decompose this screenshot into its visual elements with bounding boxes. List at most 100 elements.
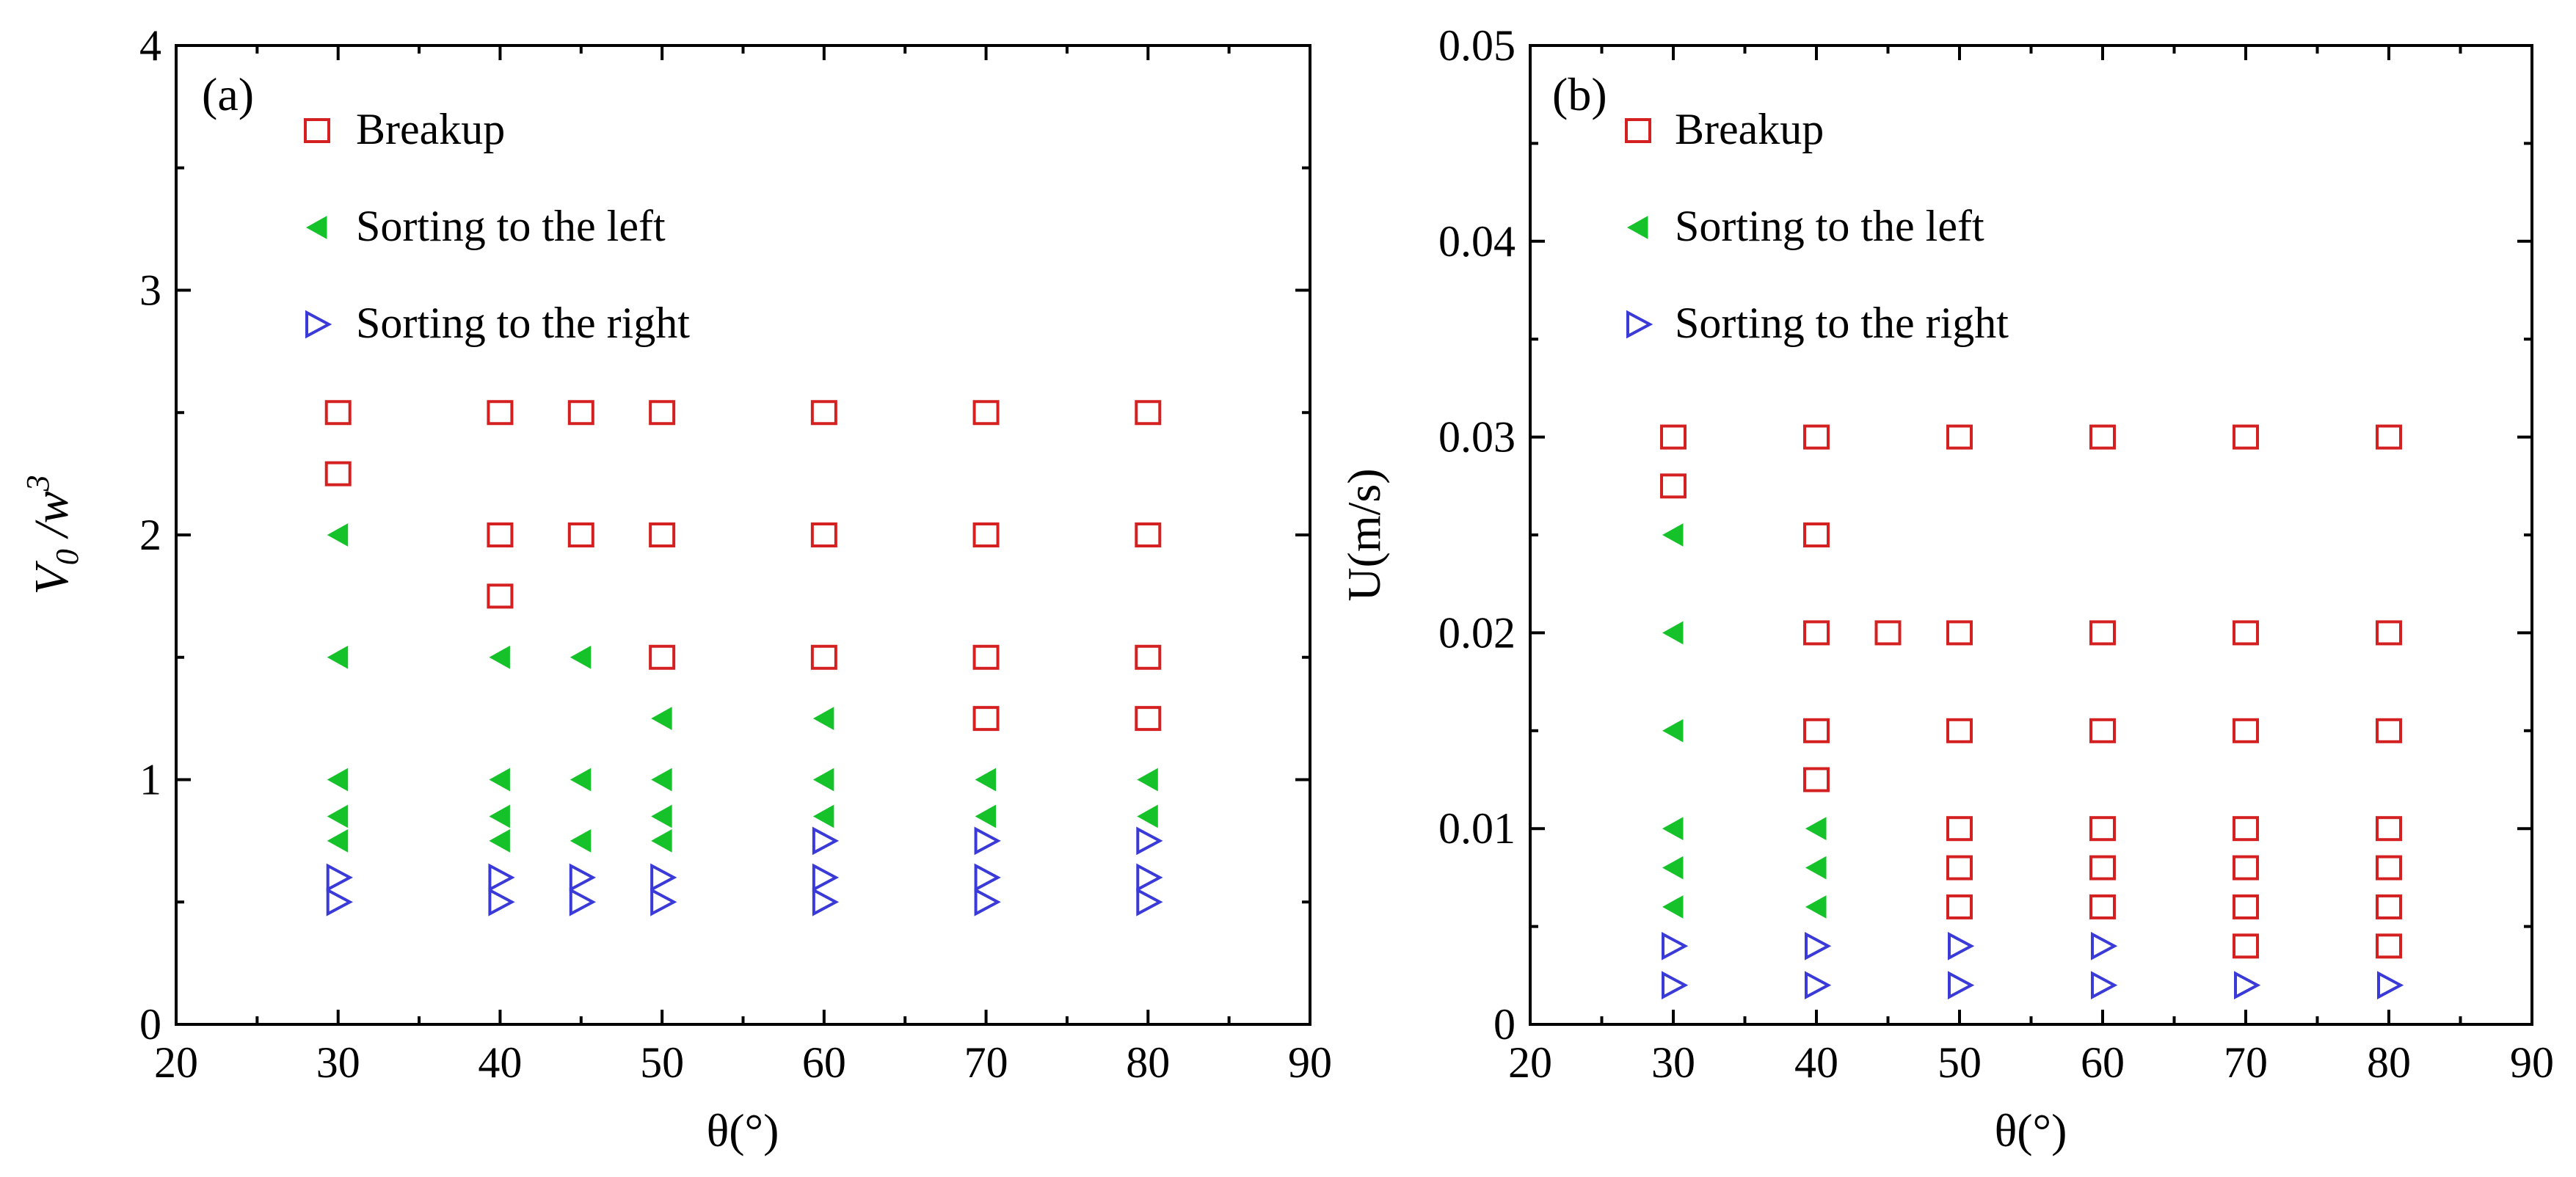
point-right <box>1136 863 1163 892</box>
point-breakup <box>810 522 837 547</box>
point-right <box>1136 887 1163 917</box>
point-breakup <box>1135 644 1162 670</box>
y-tick-label: 0.04 <box>1438 217 1516 266</box>
y-tick-label: 2 <box>139 511 161 559</box>
point-right <box>1948 931 1975 961</box>
panel-a-x-tick-labels: 20 30 40 50 60 70 80 90 <box>154 1038 1332 1087</box>
point-left <box>489 645 510 669</box>
point-right <box>812 863 840 892</box>
point-breakup <box>567 522 594 547</box>
point-right <box>650 887 677 917</box>
x-tick-label: 60 <box>2081 1038 2125 1087</box>
legend-marker-right <box>305 310 332 339</box>
point-left <box>651 768 672 792</box>
point-right <box>2234 971 2261 999</box>
point-left <box>1805 856 1827 880</box>
legend-marker-right <box>1626 310 1653 339</box>
x-tick-label: 20 <box>1508 1038 1552 1087</box>
point-breakup <box>1803 424 1830 450</box>
point-left <box>327 768 349 792</box>
point-left <box>975 768 997 792</box>
point-right <box>1805 971 1832 999</box>
point-breakup <box>1660 424 1687 450</box>
point-left <box>812 707 834 730</box>
point-right <box>569 863 597 892</box>
y-tick-label: 0.02 <box>1438 608 1516 657</box>
panel-a-data-points <box>324 400 1163 917</box>
point-right <box>1136 826 1163 856</box>
point-right <box>1805 931 1832 961</box>
point-breakup <box>2089 855 2116 881</box>
panel-b-legend-marker-right <box>1626 310 1653 339</box>
y-tick-label: 3 <box>139 266 161 315</box>
point-right <box>1662 931 1689 961</box>
point-breakup <box>2233 718 2259 743</box>
point-breakup <box>2089 816 2116 842</box>
panel-a-legend: Breakup Sorting to the left Sorting to t… <box>304 105 690 347</box>
point-breakup <box>1946 718 1973 743</box>
point-breakup <box>2233 620 2259 646</box>
x-tick-label: 40 <box>1794 1038 1838 1087</box>
point-breakup <box>2233 855 2259 881</box>
x-tick-label: 70 <box>964 1038 1008 1087</box>
panel-b-data-points <box>1660 424 2404 999</box>
point-right <box>488 863 515 892</box>
legend-marker-left <box>1626 216 1648 239</box>
point-left <box>327 829 349 853</box>
point-breakup <box>1803 522 1830 547</box>
point-breakup <box>2233 424 2259 450</box>
point-left <box>975 804 997 828</box>
point-breakup <box>2233 933 2259 959</box>
point-right <box>1948 971 1975 999</box>
point-breakup <box>972 706 1000 732</box>
panel-b-legend-label-right: Sorting to the right <box>1675 299 2009 347</box>
panel-a-y-label-sup: 3 <box>20 475 56 492</box>
point-breakup <box>1946 894 1973 919</box>
legend-marker-breakup <box>1625 118 1651 143</box>
point-right <box>1662 971 1689 999</box>
panel-b: 20 30 40 50 60 70 80 90 0 0.01 0.02 0.03 0.04 0.05 (… <box>1338 21 2554 1156</box>
point-right <box>326 863 353 892</box>
point-breakup <box>1946 620 1973 646</box>
x-tick-label: 90 <box>2510 1038 2554 1087</box>
point-breakup <box>487 583 514 609</box>
panel-a-y-tick-labels: 0 1 2 3 4 <box>139 21 161 1049</box>
point-left <box>812 768 834 792</box>
point-right <box>974 887 1001 917</box>
point-left <box>489 829 510 853</box>
panel-b-y-tick-labels: 0 0.01 0.02 0.03 0.04 0.05 <box>1438 21 1516 1049</box>
point-left <box>812 804 834 828</box>
x-tick-label: 50 <box>640 1038 684 1087</box>
panel-b-x-tick-labels: 20 30 40 50 60 70 80 90 <box>1508 1038 2554 1087</box>
point-breakup <box>2089 894 2116 919</box>
point-right <box>2091 971 2118 999</box>
panel-a-legend-marker-left <box>305 216 327 239</box>
point-right <box>974 826 1001 856</box>
point-breakup <box>972 522 1000 547</box>
point-left <box>570 645 592 669</box>
point-breakup <box>2376 855 2402 881</box>
point-breakup <box>2089 718 2116 743</box>
point-breakup <box>324 400 352 426</box>
point-left <box>651 829 672 853</box>
point-left <box>1662 621 1684 645</box>
panel-a-label: (a) <box>202 68 254 120</box>
point-left <box>327 523 349 547</box>
panel-b-legend-label-breakup: Breakup <box>1675 105 1824 153</box>
point-breakup <box>972 644 1000 670</box>
point-breakup <box>2089 620 2116 646</box>
point-breakup <box>2233 894 2259 919</box>
panel-b-ticks <box>1530 45 2532 1024</box>
point-right <box>974 863 1001 892</box>
panel-a-x-axis-label: θ(°) <box>707 1104 779 1156</box>
point-breakup <box>2233 816 2259 842</box>
panel-a-legend-label-right: Sorting to the right <box>356 299 690 347</box>
point-left <box>1137 768 1158 792</box>
point-breakup <box>1135 400 1162 426</box>
point-breakup <box>1135 706 1162 732</box>
point-breakup <box>1946 424 1973 450</box>
panel-a-legend-marker-right <box>305 310 332 339</box>
panel-b-y-axis-label: U(m/s) <box>1338 468 1390 601</box>
panel-a-y-axis-label: V0 /w3 <box>20 475 85 594</box>
